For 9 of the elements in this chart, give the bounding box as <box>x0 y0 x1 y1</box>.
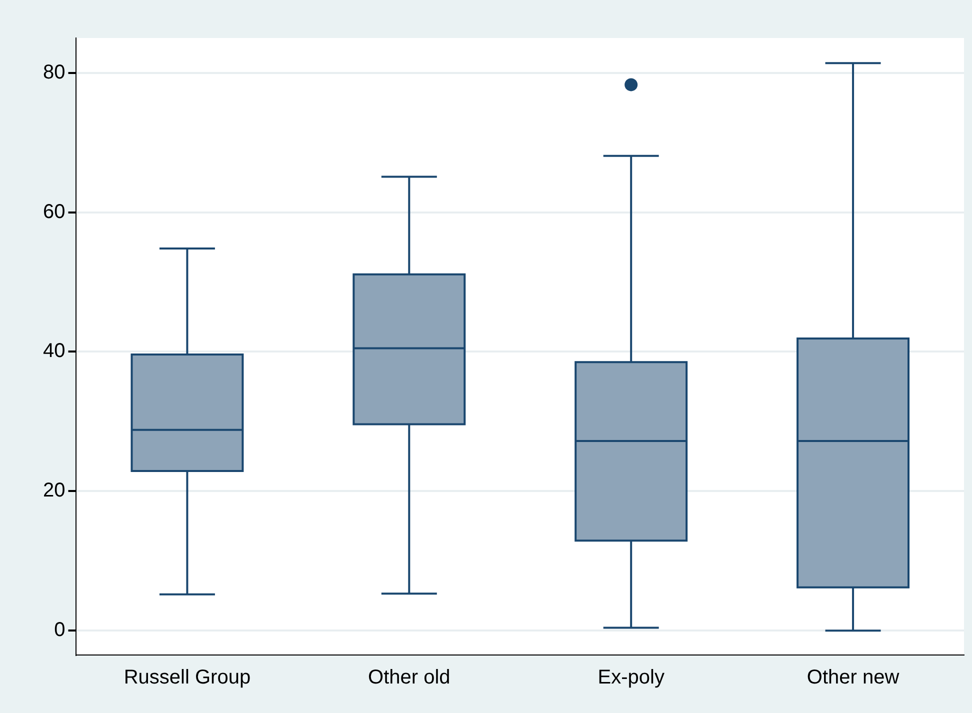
y-tick-label: 40 <box>42 340 66 362</box>
y-tick-label: 20 <box>42 480 66 502</box>
x-tick-label: Ex-poly <box>598 666 664 689</box>
x-tick-label: Other old <box>368 666 450 689</box>
y-tick-label: 60 <box>42 200 66 223</box>
x-tick-label: Other new <box>806 666 900 689</box>
y-tick-label: 80 <box>42 61 66 84</box>
x-tick-label: Russell Group <box>124 666 251 689</box>
y-tick-label: 0 <box>54 619 66 642</box>
